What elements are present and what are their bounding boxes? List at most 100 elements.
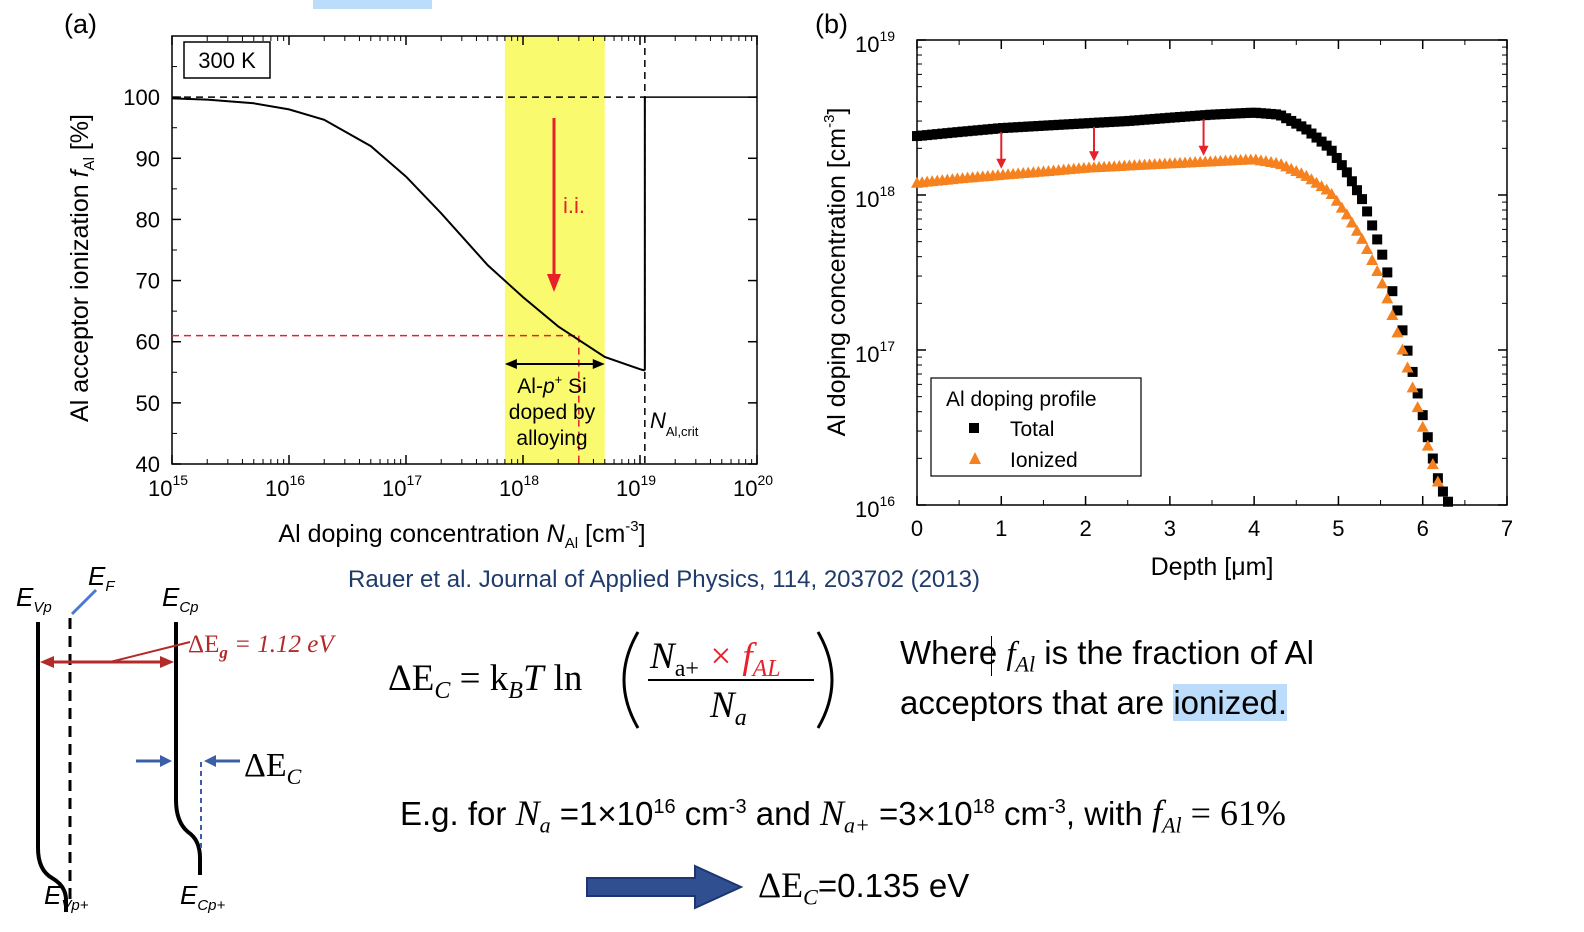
- total-marker: [1443, 496, 1453, 507]
- total-marker: [1003, 122, 1014, 133]
- total-marker: [1437, 486, 1448, 497]
- total-marker: [1200, 110, 1211, 121]
- y-tick-label: 1018: [855, 183, 895, 212]
- total-marker: [1013, 122, 1024, 133]
- y-tick-label: 70: [136, 269, 160, 294]
- total-marker: [1301, 124, 1312, 135]
- total-marker: [1008, 122, 1019, 133]
- total-marker: [1099, 117, 1110, 128]
- band-arrowhead-right: [592, 359, 605, 369]
- total-marker: [957, 126, 968, 137]
- total-marker: [1129, 115, 1140, 126]
- total-marker: [1372, 234, 1383, 245]
- x-tick-label: 1017: [382, 472, 422, 501]
- ionized-marker: [1386, 308, 1399, 320]
- ionized-marker: [1396, 343, 1409, 355]
- ionized-marker: [1325, 187, 1338, 199]
- total-marker: [1023, 121, 1034, 132]
- ionized-marker: [1381, 292, 1394, 304]
- citation: Rauer et al. Journal of Applied Physics,…: [348, 566, 980, 593]
- total-marker: [1291, 118, 1302, 129]
- text-cursor: [991, 636, 992, 676]
- total-marker: [927, 129, 938, 140]
- ionized-marker: [1330, 194, 1343, 206]
- chart-a-xlabel: Al doping concentration NAl [cm-3]: [278, 518, 645, 552]
- ef-label: EF: [88, 561, 115, 595]
- description-line2: acceptors that are ionized.: [900, 684, 1288, 721]
- total-marker: [1215, 109, 1226, 120]
- total-marker: [1351, 185, 1362, 196]
- total-marker: [1104, 117, 1115, 128]
- result-text: ΔEC=0.135 eV: [758, 865, 970, 910]
- total-marker: [1205, 109, 1216, 120]
- x-tick-label: 1016: [265, 472, 305, 501]
- total-marker: [1255, 108, 1266, 119]
- ionized-marker: [1421, 439, 1434, 451]
- y-tick-label: 1016: [855, 493, 895, 522]
- total-marker: [1392, 305, 1403, 316]
- x-tick-label: 7: [1501, 516, 1513, 541]
- total-marker: [972, 125, 983, 136]
- total-marker: [1169, 112, 1180, 123]
- legend-box: [930, 377, 1142, 477]
- total-marker: [1094, 117, 1105, 128]
- total-marker: [1341, 167, 1352, 178]
- total-marker: [1321, 140, 1332, 151]
- total-marker: [1154, 113, 1165, 124]
- legend-total-label: Total: [1010, 418, 1054, 441]
- x-tick-label: 1: [995, 516, 1007, 541]
- total-marker: [1164, 112, 1175, 123]
- x-tick-label: 5: [1332, 516, 1344, 541]
- total-marker: [1063, 119, 1074, 130]
- total-marker: [932, 129, 943, 140]
- total-marker: [1377, 249, 1388, 260]
- total-marker: [1134, 115, 1145, 126]
- total-marker: [1286, 115, 1297, 126]
- total-marker: [1397, 325, 1408, 336]
- chart-b-panel-label: (b): [815, 9, 848, 39]
- ionized-marker: [1406, 381, 1419, 393]
- total-marker: [1296, 121, 1307, 132]
- decrease-arrowhead: [1089, 151, 1099, 162]
- total-marker: [1281, 113, 1292, 124]
- ionized-marker: [1340, 208, 1353, 220]
- ionized-marker: [1350, 224, 1363, 236]
- band-label-line2: doped by: [509, 401, 596, 424]
- total-marker: [1266, 108, 1276, 119]
- total-marker: [1260, 108, 1271, 119]
- selection-highlight: [313, 0, 432, 9]
- total-marker: [1180, 111, 1191, 122]
- ionized-marker: [1361, 242, 1374, 254]
- total-marker: [1028, 121, 1039, 132]
- total-marker: [1362, 206, 1373, 217]
- total-marker: [1190, 110, 1201, 121]
- y-tick-label: 80: [136, 207, 160, 232]
- total-marker: [1225, 108, 1236, 119]
- band-label-line3: alloying: [516, 427, 587, 450]
- total-marker: [1018, 121, 1029, 132]
- chart-a-frame: [171, 35, 758, 465]
- total-marker: [1038, 120, 1049, 131]
- total-marker: [1068, 118, 1079, 129]
- total-marker: [1139, 114, 1150, 125]
- total-marker: [1336, 160, 1347, 171]
- total-marker: [1109, 116, 1120, 127]
- total-marker: [1422, 432, 1433, 443]
- y-tick-label: 60: [136, 330, 160, 355]
- total-marker: [1220, 108, 1231, 119]
- band-arrowhead-left: [504, 359, 517, 369]
- total-marker: [962, 126, 973, 137]
- total-marker: [1417, 410, 1428, 421]
- total-marker: [1083, 118, 1094, 129]
- x-tick-label: 1020: [733, 472, 773, 501]
- ionized-marker: [1376, 277, 1389, 289]
- selected-word[interactable]: ionized.: [1173, 684, 1288, 721]
- ionized-marker: [1371, 264, 1384, 276]
- total-marker: [1159, 113, 1170, 124]
- y-tick-label: 50: [136, 391, 160, 416]
- total-marker: [1331, 152, 1342, 163]
- total-marker: [967, 125, 978, 136]
- total-marker: [947, 127, 958, 138]
- x-tick-label: 4: [1248, 516, 1260, 541]
